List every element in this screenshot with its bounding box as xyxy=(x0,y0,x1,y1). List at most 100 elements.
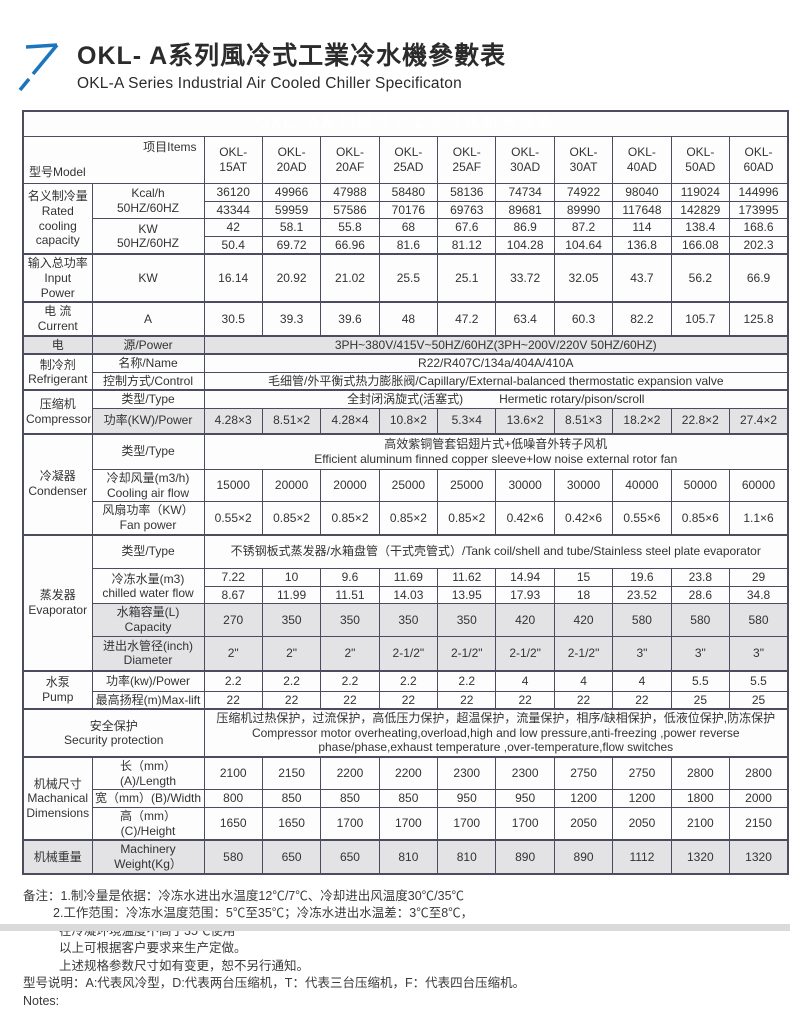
value-cell: 14.03 xyxy=(379,586,437,604)
value-cell: 32.05 xyxy=(554,254,612,302)
value-cell: 1320 xyxy=(730,840,789,873)
value-cell: 850 xyxy=(262,790,320,808)
value-cell: 173995 xyxy=(730,201,789,219)
value-cell: 89681 xyxy=(496,201,554,219)
value-cell: 1650 xyxy=(262,808,320,841)
value-cell: 47.2 xyxy=(438,302,496,335)
value-cell: 2200 xyxy=(321,757,379,790)
value-cell: 2.2 xyxy=(379,671,437,691)
model-header-cell: OKL- 30AT xyxy=(554,137,612,184)
value-cell: 34.8 xyxy=(730,586,789,604)
value-cell: 0.42×6 xyxy=(554,502,612,535)
table-row-security: 安全保护 Security protection 压缩机过热保护，过流保护，高低… xyxy=(23,709,788,757)
value-cell: 56.2 xyxy=(671,254,729,302)
row-label-power: 电 xyxy=(23,336,92,355)
table-row-pipe-diameter: 进出水管径(inch) Diameter 2"2"2"2-1/2"2-1/2"2… xyxy=(23,636,788,671)
item-label-capacity: 水箱容量(L) Capacity xyxy=(92,604,204,636)
value-cell: 7.22 xyxy=(204,569,262,587)
value-cell: 22 xyxy=(554,691,612,709)
value-cell: 20000 xyxy=(321,470,379,502)
value-cell: 8.51×2 xyxy=(262,409,320,434)
value-cell: 40000 xyxy=(613,470,671,502)
value-cell: 22.8×2 xyxy=(671,409,729,434)
value-cell: 16.14 xyxy=(204,254,262,302)
value-cell: 950 xyxy=(496,790,554,808)
value-cell: 0.85×2 xyxy=(438,502,496,535)
model-header-cell: OKL- 60AD xyxy=(730,137,789,184)
value-cell: 105.7 xyxy=(671,302,729,335)
item-label-control: 控制方式/Control xyxy=(92,372,204,390)
value-cell: 2-1/2" xyxy=(438,636,496,671)
value-cell: 1700 xyxy=(438,808,496,841)
value-cell: 2000 xyxy=(730,790,789,808)
value-cell: 22 xyxy=(321,691,379,709)
value-cell: 27.4×2 xyxy=(730,409,789,434)
value-cell: 136.8 xyxy=(613,236,671,254)
value-power-source: 3PH~380V/415V~50HZ/60HZ(3PH~200V/220V 50… xyxy=(204,336,788,355)
value-cell: 119024 xyxy=(671,183,729,201)
model-header-cell: OKL- 20AF xyxy=(321,137,379,184)
value-cell: 25000 xyxy=(379,470,437,502)
value-cell: 138.4 xyxy=(671,219,729,237)
value-cell: 2750 xyxy=(613,757,671,790)
value-cell: 350 xyxy=(438,604,496,636)
value-cell: 144996 xyxy=(730,183,789,201)
value-cell: 4.28×4 xyxy=(321,409,379,434)
value-cell: 48 xyxy=(379,302,437,335)
caption-row: OKL -A系列风冷式工业冷水机参数表 xyxy=(23,111,788,137)
value-cell: 1700 xyxy=(379,808,437,841)
value-cell: 2750 xyxy=(554,757,612,790)
note-line: 以上可根据客户要求来生产定做。 xyxy=(59,940,790,958)
row-label-compressor: 压缩机 Compressor xyxy=(23,390,92,433)
item-label-airflow: 冷却风量(m3/h) Cooling air flow xyxy=(92,470,204,502)
item-label-ampere: A xyxy=(92,302,204,335)
value-cell: 650 xyxy=(262,840,320,873)
value-cell: 15000 xyxy=(204,470,262,502)
value-cell: 8.67 xyxy=(204,586,262,604)
item-label-type: 类型/Type xyxy=(92,390,204,408)
value-cell: 67.6 xyxy=(438,219,496,237)
model-header-cell: OKL- 40AD xyxy=(613,137,671,184)
value-cell: 13.95 xyxy=(438,586,496,604)
value-cell: 39.3 xyxy=(262,302,320,335)
item-label-length: 长（mm）(A)/Length xyxy=(92,757,204,790)
value-cell: 74734 xyxy=(496,183,554,201)
value-cell: 13.6×2 xyxy=(496,409,554,434)
value-cell: 0.42×6 xyxy=(496,502,554,535)
item-label-height: 高（mm）(C)/Height xyxy=(92,808,204,841)
items-label: 项目Items xyxy=(143,140,196,155)
value-cell: 58.1 xyxy=(262,219,320,237)
item-label-width: 宽（mm）(B)/Width xyxy=(92,790,204,808)
value-cell: 43.7 xyxy=(613,254,671,302)
value-cell: 420 xyxy=(554,604,612,636)
value-cell: 350 xyxy=(321,604,379,636)
value-cell: 74922 xyxy=(554,183,612,201)
arrow-logo-icon xyxy=(18,38,64,97)
item-label-name: 名称/Name xyxy=(92,354,204,372)
value-cell: 202.3 xyxy=(730,236,789,254)
value-cell: 166.08 xyxy=(671,236,729,254)
model-header-cell: OKL- 30AD xyxy=(496,137,554,184)
value-cell: 11.69 xyxy=(379,569,437,587)
spec-table: OKL -A系列风冷式工业冷水机参数表 项目Items 型号Model OKL-… xyxy=(22,110,789,875)
note-line: 2.工作范围：冷冻水温度范围：5℃至35℃；冷冻水进出水温差：3℃至8℃， xyxy=(53,905,790,923)
value-refrigerant-name: R22/R407C/134a/404A/410A xyxy=(204,354,788,372)
value-cell: 270 xyxy=(204,604,262,636)
table-row-length: 机械尺寸 Machanical Dimensions 长（mm）(A)/Leng… xyxy=(23,757,788,790)
item-label-max-lift: 最高扬程(m)Max-lift xyxy=(92,691,204,709)
value-cell: 10.8×2 xyxy=(379,409,437,434)
row-label-evaporator: 蒸发器 Evaporator xyxy=(23,535,92,672)
item-label-comp-power: 功率(KW)/Power xyxy=(92,409,204,434)
value-cell: 1700 xyxy=(496,808,554,841)
value-cell: 28.6 xyxy=(671,586,729,604)
value-cell: 57586 xyxy=(321,201,379,219)
value-condenser-type: 高效紫铜管套铝翅片式+低噪音外转子风机 Efficient aluminum f… xyxy=(204,434,788,470)
table-caption: OKL -A系列风冷式工业冷水机参数表 xyxy=(23,111,788,137)
value-cell: 2050 xyxy=(554,808,612,841)
value-cell: 142829 xyxy=(671,201,729,219)
